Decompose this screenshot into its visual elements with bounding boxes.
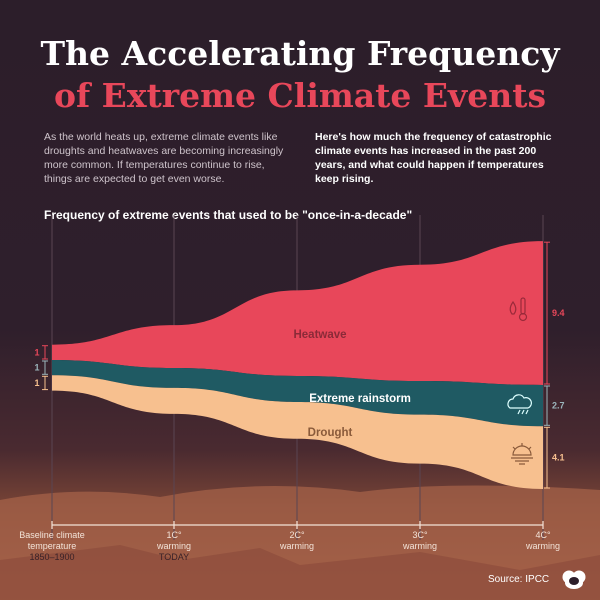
end-value-drought: 4.1 — [552, 453, 565, 463]
x-tick-label: Baseline climate temperature 1850–1900 — [0, 530, 107, 563]
source-text: Source: IPCC — [488, 574, 550, 585]
x-label-line1: 3C° — [412, 530, 428, 540]
start-value-drought: 1 — [34, 378, 39, 388]
x-label-line2: warming — [279, 541, 314, 551]
start-value-rainstorm: 1 — [34, 363, 39, 373]
thermometer-icon — [509, 297, 528, 322]
rain-cloud-icon — [507, 394, 532, 415]
band-label-heatwave: Heatwave — [293, 329, 346, 341]
x-label-line2: warming — [525, 541, 560, 551]
x-label-line1: Baseline climate — [19, 530, 85, 540]
logo-icon — [562, 570, 586, 589]
sun-icon — [511, 443, 533, 465]
title-line-1: The Accelerating Frequency — [40, 34, 560, 73]
title-line-2: of Extreme Climate Events — [53, 76, 547, 115]
x-label-line1: 4C° — [535, 530, 551, 540]
band-label-drought: Drought — [308, 427, 353, 439]
start-value-heatwave: 1 — [34, 347, 39, 357]
desert-background — [0, 485, 600, 600]
x-label-line2: temperature — [27, 541, 77, 551]
x-label-line3: 1850–1900 — [29, 552, 75, 562]
x-label-line1: 2C° — [289, 530, 305, 540]
intro-right: Here's how much the frequency of catastr… — [315, 131, 552, 185]
x-label-line3: TODAY — [158, 552, 190, 562]
x-tick-label: 4C° warming — [488, 530, 598, 552]
x-label-line2: warming — [156, 541, 191, 551]
band-label-rainstorm: Extreme rainstorm — [309, 393, 411, 405]
end-value-heatwave: 9.4 — [552, 308, 565, 318]
x-tick-label: 1C° warming TODAY — [119, 530, 229, 563]
band-rainstorm — [52, 360, 543, 427]
end-value-rainstorm: 2.7 — [552, 401, 565, 411]
chart-title: Frequency of extreme events that used to… — [44, 208, 413, 222]
x-tick-label: 3C° warming — [365, 530, 475, 552]
intro-left: As the world heats up, extreme climate e… — [44, 131, 284, 185]
band-heatwave — [52, 241, 543, 385]
x-tick-label: 2C° warming — [242, 530, 352, 552]
x-label-line2: warming — [402, 541, 437, 551]
x-label-line1: 1C° — [166, 530, 182, 540]
band-drought — [52, 375, 543, 490]
